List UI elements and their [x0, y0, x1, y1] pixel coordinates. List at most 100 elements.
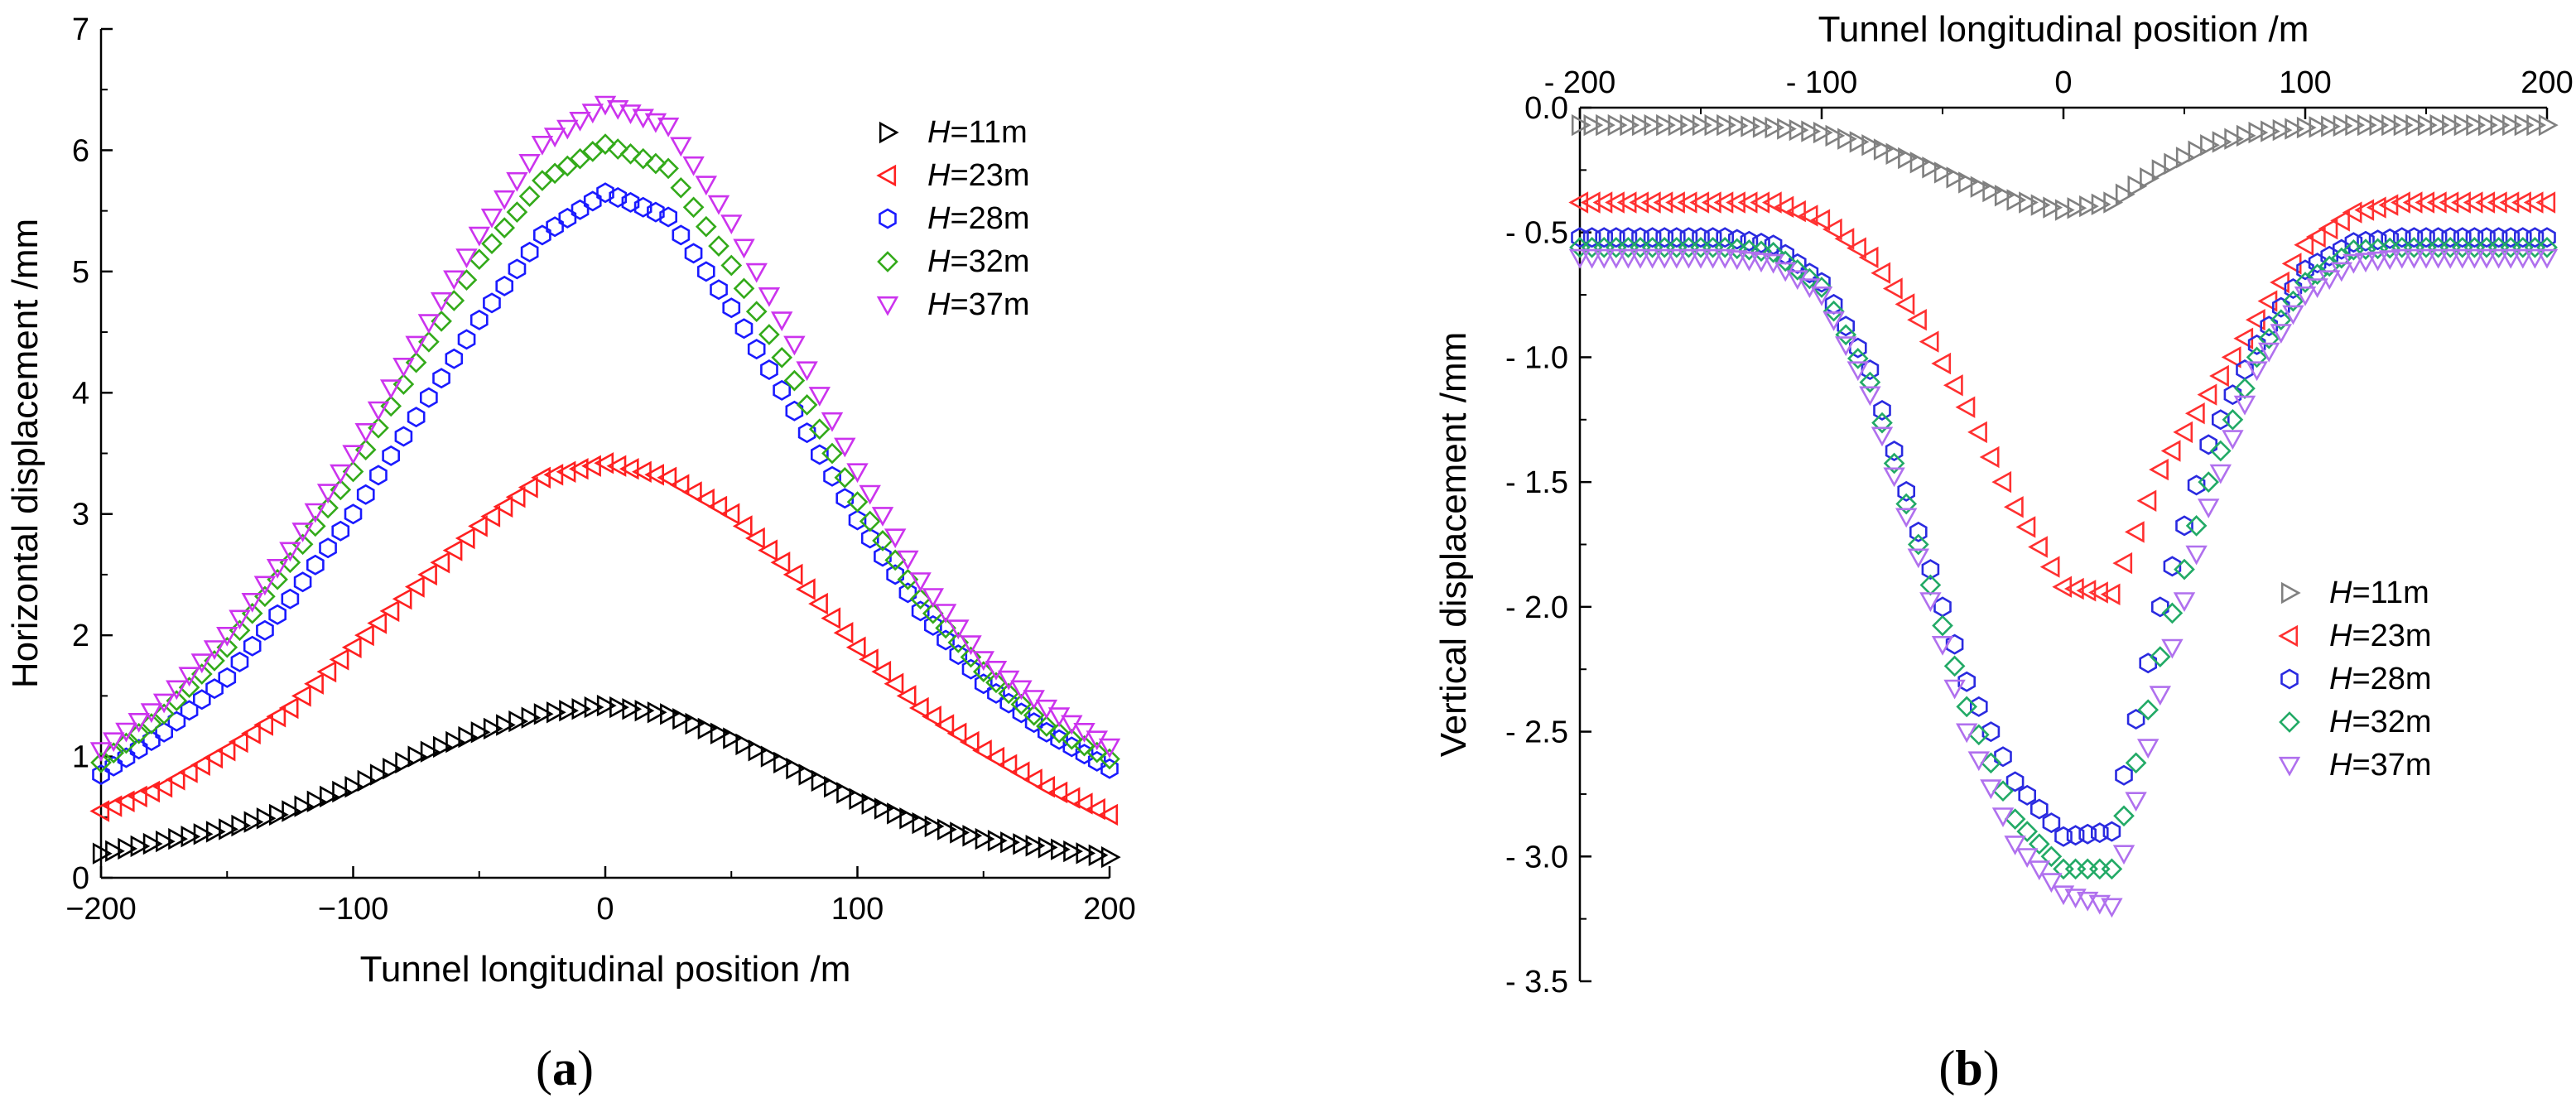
- data-point: [682, 156, 705, 176]
- data-point: [469, 309, 489, 330]
- data-point: [571, 697, 592, 720]
- data-point: [418, 330, 440, 353]
- data-point: [356, 484, 375, 505]
- data-point: [558, 207, 577, 229]
- data-point: [1982, 180, 2003, 203]
- data-point: [243, 811, 264, 833]
- data-point: [2369, 113, 2390, 137]
- data-point: [118, 837, 138, 860]
- data-point: [1728, 114, 1749, 137]
- data-point: [1571, 227, 1589, 248]
- data-point: [1010, 693, 1033, 715]
- data-point: [619, 142, 642, 165]
- data-point: [2127, 175, 2148, 198]
- data-point: [632, 147, 654, 170]
- data-point: [2535, 248, 2559, 269]
- data-point: [1859, 386, 1881, 407]
- data-point: [2209, 440, 2232, 462]
- data-point: [559, 699, 579, 722]
- data-point: [2451, 248, 2474, 269]
- data-point: [2393, 227, 2411, 248]
- data-point: [2525, 227, 2545, 248]
- data-point: [230, 651, 249, 672]
- data-point: [2163, 556, 2182, 577]
- legend-label: H=23m: [927, 158, 1030, 193]
- data-point: [682, 196, 705, 219]
- data-point: [1653, 248, 1676, 269]
- data-point: [1921, 559, 1940, 580]
- data-point: [659, 206, 678, 228]
- data-point: [795, 578, 816, 600]
- data-point: [1629, 191, 1649, 214]
- data-point: [745, 527, 765, 550]
- data-point: [1909, 521, 1928, 542]
- data-point: [695, 176, 718, 196]
- data-point: [2149, 646, 2171, 667]
- data-point: [495, 275, 514, 296]
- data-point: [392, 587, 412, 610]
- data-point: [404, 576, 425, 598]
- data-point: [1957, 671, 1976, 692]
- data-point: [1023, 704, 1045, 726]
- data-point: [1665, 248, 1688, 269]
- data-point: [1741, 115, 1761, 137]
- series-H-23m: [1568, 191, 2556, 606]
- data-point: [1644, 113, 1664, 137]
- data-point: [1885, 440, 1904, 462]
- data-point: [1726, 191, 1745, 214]
- data-point: [332, 780, 352, 803]
- data-point: [1981, 721, 2001, 743]
- data-point: [532, 170, 553, 191]
- data-point: [773, 751, 793, 774]
- data-point: [544, 162, 566, 185]
- data-point: [130, 835, 151, 858]
- data-point: [1063, 840, 1083, 863]
- data-point: [1761, 191, 1782, 214]
- data-point: [445, 348, 464, 369]
- y-tick-label: 4: [72, 376, 89, 411]
- data-point: [1834, 336, 1857, 357]
- data-point: [2318, 217, 2338, 240]
- data-point: [959, 730, 980, 754]
- data-point: [152, 693, 176, 714]
- data-point: [770, 311, 793, 332]
- data-point: [1897, 480, 1915, 502]
- y-axis-title: Horizontal displacement /mm: [5, 219, 46, 688]
- x-tick-label: 0: [2054, 65, 2072, 100]
- data-point: [1010, 680, 1033, 701]
- data-point: [887, 802, 907, 825]
- data-point: [2342, 253, 2365, 274]
- data-point: [518, 476, 538, 499]
- data-point: [1605, 248, 1628, 269]
- data-point: [2018, 784, 2036, 806]
- legend-marker: [879, 121, 899, 144]
- series-H-28m: [1571, 227, 2556, 847]
- data-point: [1931, 352, 1952, 375]
- data-point: [2224, 128, 2245, 150]
- data-point: [344, 503, 363, 525]
- data-point: [2489, 227, 2508, 248]
- data-point: [960, 646, 982, 668]
- x-tick-label: - 200: [1544, 65, 1616, 100]
- data-point: [934, 714, 955, 736]
- data-point: [420, 740, 441, 763]
- data-point: [1000, 831, 1020, 854]
- data-point: [2200, 133, 2220, 157]
- data-point: [1620, 113, 1640, 137]
- data-point: [1847, 237, 1866, 259]
- data-point: [2149, 686, 2172, 706]
- data-point: [723, 727, 743, 749]
- data-point: [2405, 113, 2426, 137]
- data-point: [647, 201, 665, 223]
- y-tick-label: - 1.0: [1505, 340, 1568, 375]
- data-point: [2333, 114, 2353, 137]
- data-point: [168, 827, 188, 850]
- data-point: [531, 136, 554, 156]
- data-point: [2320, 245, 2338, 267]
- data-point: [2381, 228, 2399, 249]
- data-point: [2149, 458, 2169, 481]
- legend-label: H=23m: [2329, 619, 2432, 653]
- data-point: [480, 208, 503, 229]
- data-point: [1873, 399, 1891, 421]
- x-tick-label: 200: [1083, 892, 1135, 927]
